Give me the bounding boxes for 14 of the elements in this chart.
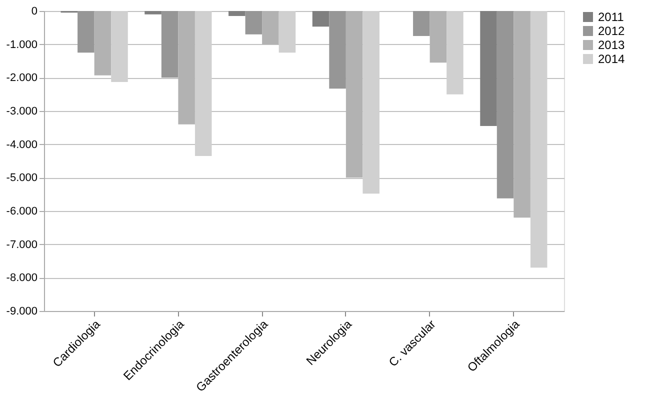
y-tick-label: -6.000 — [6, 206, 38, 218]
y-tick-label: -1.000 — [6, 38, 38, 51]
legend-label: 2011 — [598, 10, 624, 24]
y-tick-label: 0 — [31, 6, 38, 18]
legend-label: 2013 — [598, 38, 626, 52]
y-tick-label: -3.000 — [6, 106, 38, 118]
y-tick-label: -5.000 — [6, 172, 38, 184]
y-tick-label: -8.000 — [6, 272, 38, 284]
legend-label: 2014 — [598, 52, 626, 66]
legend-label: 2012 — [598, 24, 626, 38]
y-tick-label: -2.000 — [6, 72, 38, 84]
y-tick-label: -9.000 — [6, 306, 38, 318]
y-tick-label: -4.000 — [6, 138, 38, 151]
y-tick-label: -7.000 — [6, 238, 38, 251]
